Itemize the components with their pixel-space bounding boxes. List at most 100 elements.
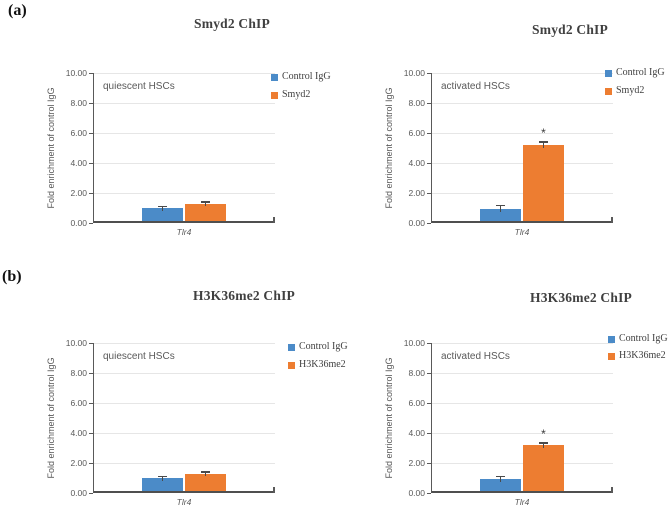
y-tick-label: 2.00 bbox=[70, 457, 87, 468]
error-bar-stem bbox=[499, 205, 502, 212]
y-tick-label: 10.00 bbox=[403, 337, 425, 348]
y-tick-mark bbox=[427, 402, 431, 404]
error-bar-stem bbox=[161, 476, 164, 481]
error-bar-stem bbox=[161, 206, 164, 211]
legend-swatch-h3k36me2 bbox=[288, 362, 295, 369]
gridline bbox=[432, 132, 613, 134]
bar-control-igg bbox=[142, 208, 183, 221]
error-bar-stem bbox=[204, 202, 207, 207]
x-axis-end-tick bbox=[273, 217, 275, 223]
y-tick-mark bbox=[89, 342, 93, 344]
x-axis-end-tick bbox=[611, 217, 613, 223]
error-bar-cap bbox=[201, 471, 210, 473]
y-tick-mark bbox=[427, 492, 431, 494]
plot-area bbox=[93, 72, 275, 223]
gridline bbox=[432, 432, 613, 434]
gridline bbox=[432, 192, 613, 194]
y-tick-label: 10.00 bbox=[403, 67, 425, 78]
y-tick-mark bbox=[89, 402, 93, 404]
x-tick-label: Tlr4 bbox=[176, 227, 192, 237]
legend-label: Control IgG bbox=[616, 67, 665, 78]
gridline bbox=[94, 372, 275, 374]
y-tick-label: 0.00 bbox=[70, 217, 87, 228]
y-tick-label: 6.00 bbox=[408, 127, 425, 138]
y-tick-mark bbox=[427, 432, 431, 434]
y-tick-mark bbox=[427, 162, 431, 164]
gridline bbox=[432, 162, 613, 164]
gridline bbox=[94, 462, 275, 464]
legend-label: Control IgG bbox=[619, 333, 668, 344]
gridline bbox=[432, 462, 613, 464]
chart-h3k36me2-activated: H3K36me2 ChIP 0.00 2.00 4.00 6.00 8.00 10.00 Fo… bbox=[374, 258, 669, 516]
error-bar-stem bbox=[499, 476, 502, 482]
y-tick-mark bbox=[427, 192, 431, 194]
chart-smyd2-activated: Smyd2 ChIP 0.00 2.00 4.00 6.00 8.00 10.00 Fold … bbox=[374, 8, 669, 248]
y-tick-label: 8.00 bbox=[408, 367, 425, 378]
legend-label: H3K36me2 bbox=[619, 350, 666, 361]
chart-title: Smyd2 ChIP bbox=[194, 16, 270, 31]
bar-control-igg bbox=[142, 478, 183, 491]
gridline bbox=[94, 402, 275, 404]
legend-swatch-h3k36me2 bbox=[608, 353, 615, 360]
legend-swatch-smyd2 bbox=[271, 92, 278, 99]
y-tick-mark bbox=[427, 462, 431, 464]
y-tick-mark bbox=[427, 72, 431, 74]
y-tick-mark bbox=[427, 222, 431, 224]
error-bar-stem bbox=[542, 142, 545, 148]
bar-smyd2 bbox=[185, 203, 226, 221]
x-axis-end-tick bbox=[611, 487, 613, 493]
y-tick-label: 6.00 bbox=[70, 127, 87, 138]
condition-annotation: activated HSCs bbox=[441, 81, 510, 92]
y-tick-mark bbox=[89, 492, 93, 494]
y-tick-label: 4.00 bbox=[70, 427, 87, 438]
legend-swatch-smyd2 bbox=[605, 88, 612, 95]
error-bar-cap bbox=[158, 475, 167, 478]
condition-annotation: activated HSCs bbox=[441, 351, 510, 362]
x-tick-label: Tlr4 bbox=[514, 227, 530, 237]
y-tick-label: 10.00 bbox=[65, 67, 87, 78]
chart-title: H3K36me2 ChIP bbox=[193, 288, 295, 303]
y-tick-mark bbox=[89, 432, 93, 434]
error-bar-cap bbox=[201, 201, 210, 203]
error-bar-cap bbox=[539, 141, 548, 143]
error-bar-stem bbox=[204, 472, 207, 477]
y-tick-mark bbox=[427, 372, 431, 374]
y-tick-label: 4.00 bbox=[408, 427, 425, 438]
gridline bbox=[94, 342, 275, 344]
legend-label: Smyd2 bbox=[282, 89, 311, 100]
plot-area bbox=[431, 342, 613, 493]
condition-annotation: quiescent HSCs bbox=[103, 351, 175, 362]
bar-control-igg bbox=[480, 208, 521, 221]
bar-h3k36me2 bbox=[185, 473, 226, 491]
legend-swatch-control-igg bbox=[608, 336, 615, 343]
y-tick-label: 8.00 bbox=[408, 97, 425, 108]
y-tick-label: 0.00 bbox=[70, 487, 87, 498]
x-tick-label: Tlr4 bbox=[514, 497, 530, 507]
x-tick-label: Tlr4 bbox=[176, 497, 192, 507]
y-tick-mark bbox=[89, 462, 93, 464]
error-bar-cap bbox=[496, 475, 505, 477]
y-tick-mark bbox=[89, 222, 93, 224]
y-tick-mark bbox=[89, 192, 93, 194]
y-axis-title: Fold enrichment of control IgG bbox=[384, 87, 394, 209]
y-tick-mark bbox=[89, 372, 93, 374]
panel-label-b: (b) bbox=[2, 268, 22, 285]
y-tick-label: 0.00 bbox=[408, 217, 425, 228]
plot-area bbox=[431, 72, 613, 223]
gridline bbox=[94, 102, 275, 104]
y-tick-label: 2.00 bbox=[70, 187, 87, 198]
y-tick-label: 6.00 bbox=[70, 397, 87, 408]
chart-title: H3K36me2 ChIP bbox=[530, 290, 632, 305]
y-tick-label: 8.00 bbox=[70, 97, 87, 108]
gridline bbox=[94, 132, 275, 134]
bar-h3k36me2 bbox=[523, 445, 564, 491]
gridline bbox=[432, 102, 613, 104]
y-tick-mark bbox=[89, 162, 93, 164]
gridline bbox=[94, 162, 275, 164]
y-tick-mark bbox=[427, 102, 431, 104]
y-tick-label: 2.00 bbox=[408, 187, 425, 198]
chart-title: Smyd2 ChIP bbox=[532, 22, 608, 37]
significance-asterisk: * bbox=[541, 427, 546, 442]
x-axis-end-tick bbox=[273, 487, 275, 493]
